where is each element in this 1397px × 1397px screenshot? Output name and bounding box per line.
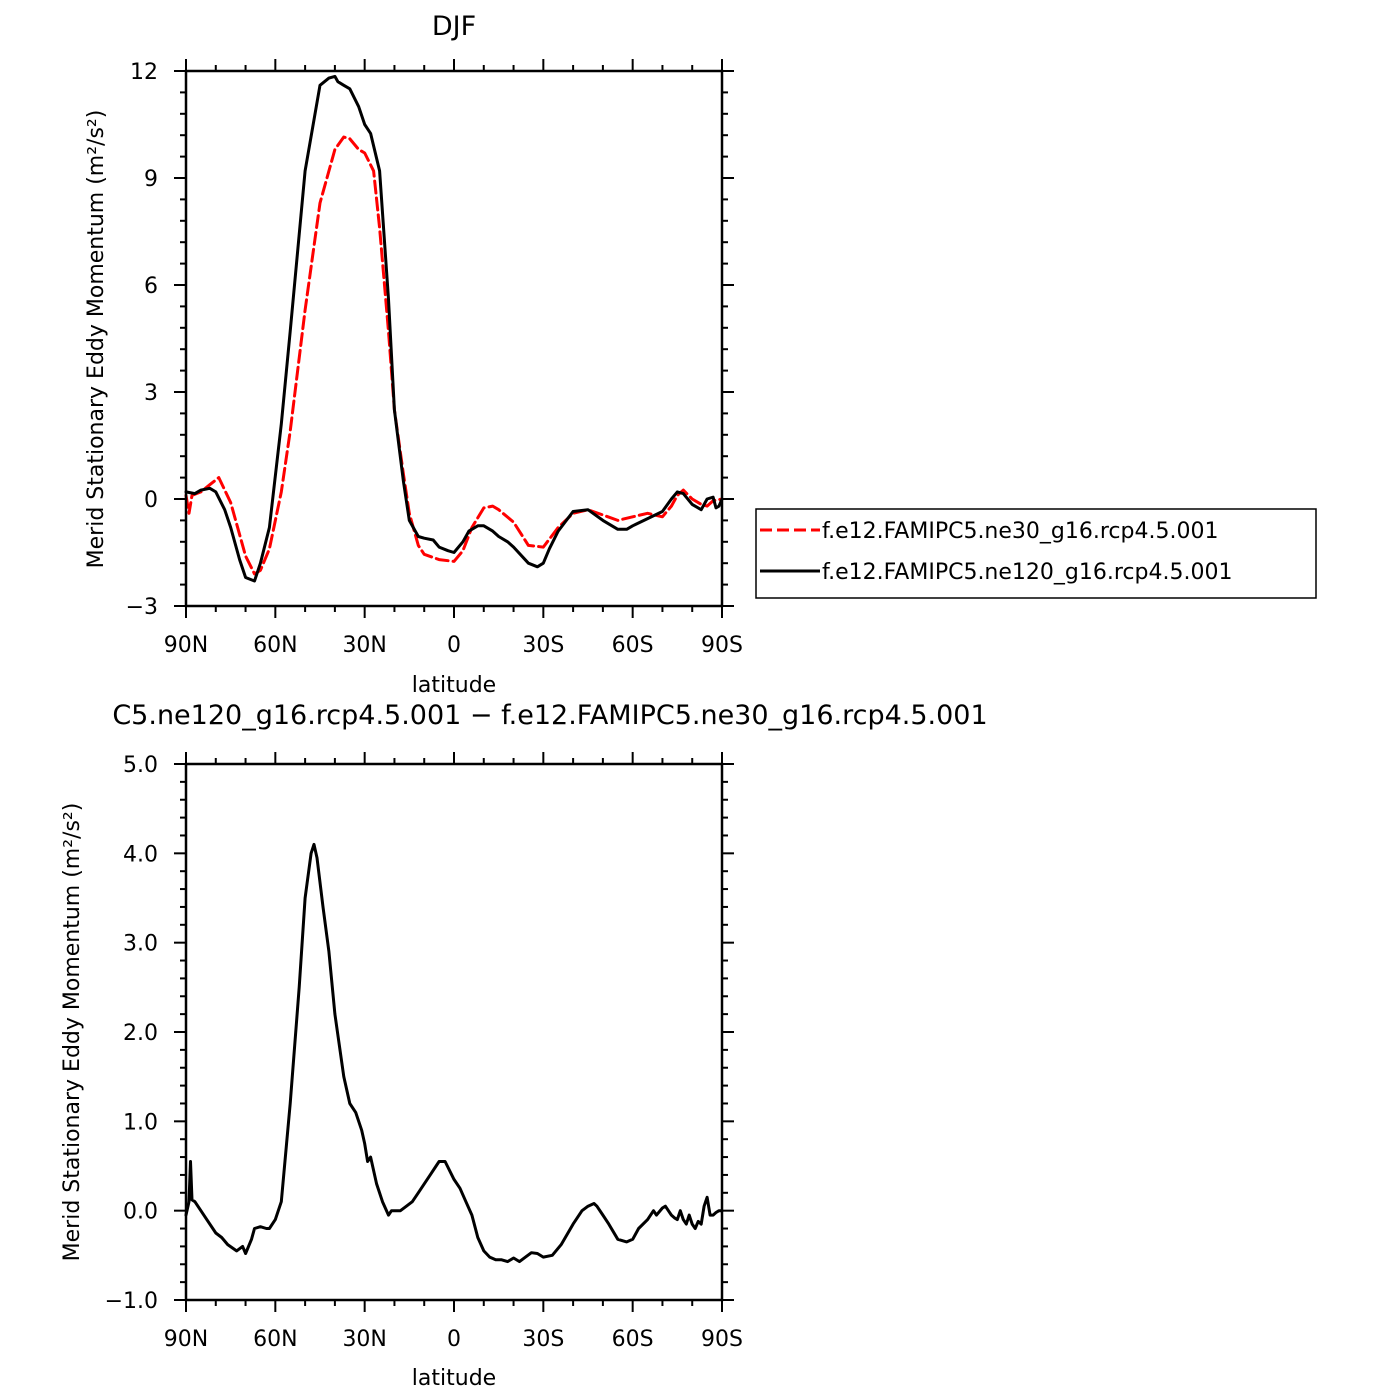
x-axis-label: latitude: [412, 1366, 496, 1391]
legend-box: [755, 508, 1317, 599]
chart-title: C5.ne120_g16.rcp4.5.001 − f.e12.FAMIPC5.…: [112, 700, 987, 731]
x-tick-label: 60N: [253, 1327, 297, 1352]
y-tick-label: 12: [130, 60, 158, 85]
x-tick-label: 60S: [612, 633, 654, 658]
y-tick-label: 3: [144, 381, 158, 406]
series-line-ne120: [184, 74, 724, 583]
x-tick-label: 60N: [253, 633, 297, 658]
y-tick-label: 4.0: [123, 842, 158, 867]
x-tick-label: 90S: [701, 633, 743, 658]
series-lines: [184, 842, 724, 1264]
x-tick-label: 90S: [701, 1327, 743, 1352]
legend-label-ne120: f.e12.FAMIPC5.ne120_g16.rcp4.5.001: [822, 560, 1232, 585]
legend: f.e12.FAMIPC5.ne30_g16.rcp4.5.001 f.e12.…: [755, 508, 1317, 599]
tick-labels: 90N 60N 30N 0 30S 60S 90S −1.0 0.0 1.0 2.0 3.0 4.0 5.…: [105, 753, 743, 1352]
x-tick-label: 30N: [342, 1327, 386, 1352]
x-tick-label: 0: [447, 1327, 461, 1352]
chart-title: DJF: [432, 11, 476, 42]
plot-frame: [184, 762, 724, 1302]
y-tick-label: 0: [144, 488, 158, 513]
x-axis-label: latitude: [412, 673, 496, 698]
x-tick-label: 60S: [612, 1327, 654, 1352]
series-line-difference: [184, 842, 724, 1264]
legend-label-ne30: f.e12.FAMIPC5.ne30_g16.rcp4.5.001: [822, 519, 1218, 544]
series-lines: [184, 74, 724, 583]
tick-labels: 90N 60N 30N 0 30S 60S 90S −3 0 3 6 9 12: [126, 60, 743, 658]
axis-ticks: [174, 59, 734, 618]
x-tick-label: 90N: [164, 633, 208, 658]
y-tick-label: 1.0: [123, 1110, 158, 1135]
plot-frame: [184, 69, 724, 608]
y-tick-label: −1.0: [105, 1289, 158, 1314]
series-line-ne30: [184, 135, 724, 576]
x-tick-label: 0: [447, 633, 461, 658]
y-tick-label: 2.0: [123, 1021, 158, 1046]
top-panel-djf: DJF 90N 60N 30N 0 30S 60S 90S −3 0 3 6 9 12 latitude…: [84, 11, 1317, 698]
x-tick-label: 30S: [522, 1327, 564, 1352]
y-tick-label: −3: [126, 595, 158, 620]
bottom-panel-difference: C5.ne120_g16.rcp4.5.001 − f.e12.FAMIPC5.…: [60, 700, 988, 1391]
y-tick-label: 9: [144, 167, 158, 192]
y-tick-label: 5.0: [123, 753, 158, 778]
y-tick-label: 6: [144, 274, 158, 299]
x-tick-label: 30S: [522, 633, 564, 658]
y-tick-label: 0.0: [123, 1200, 158, 1225]
x-tick-label: 90N: [164, 1327, 208, 1352]
y-axis-label: Merid Stationary Eddy Momentum (m²/s²): [60, 803, 85, 1262]
x-tick-label: 30N: [342, 633, 386, 658]
y-tick-label: 3.0: [123, 932, 158, 957]
y-axis-label: Merid Stationary Eddy Momentum (m²/s²): [84, 110, 109, 569]
